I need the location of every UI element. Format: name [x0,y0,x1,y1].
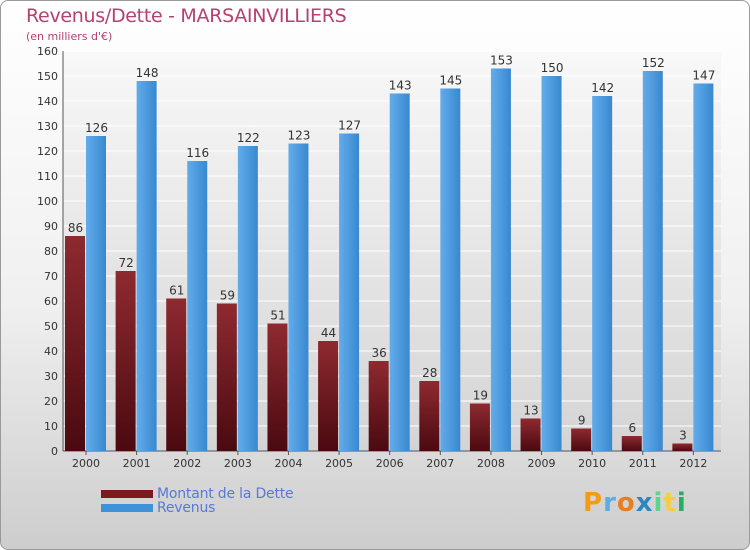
value-label-revenus: 127 [338,119,361,133]
value-label-revenus: 126 [85,121,108,135]
legend-item-revenus: Revenus [101,500,293,516]
x-tick-label: 2003 [224,457,252,470]
x-tick-label: 2010 [578,457,606,470]
x-tick-label: 2007 [426,457,454,470]
y-tick-label: 40 [44,345,58,358]
value-label-dette: 36 [372,346,387,360]
value-label-dette: 72 [118,256,133,270]
x-tick-label: 2005 [325,457,353,470]
chart-title: Revenus/Dette - MARSAINVILLIERS [26,5,347,27]
y-tick-label: 130 [37,120,58,133]
x-tick-label: 2001 [123,457,151,470]
bar-revenus [86,136,106,451]
x-tick-label: 2004 [274,457,302,470]
bar-dette [621,436,642,451]
y-tick-label: 50 [44,320,58,333]
y-tick-label: 150 [37,70,58,83]
value-label-dette: 59 [220,289,235,303]
y-tick-label: 100 [37,195,58,208]
bar-dette [672,443,693,451]
bar-revenus [541,76,562,451]
value-label-dette: 28 [422,366,437,380]
value-label-revenus: 153 [490,54,513,68]
bar-revenus [490,68,511,451]
y-tick-label: 90 [44,220,58,233]
chart-legend: Montant de la Dette Revenus [101,486,294,516]
value-label-dette: 6 [628,421,636,435]
bar-revenus [440,88,461,451]
legend-swatch-dette [101,490,153,498]
bar-dette [267,323,288,451]
y-tick-label: 20 [44,395,58,408]
value-label-revenus: 147 [692,69,715,83]
bar-revenus [389,93,410,451]
value-label-dette: 9 [578,414,586,428]
bar-revenus [187,161,208,451]
y-tick-label: 30 [44,370,58,383]
bar-dette [520,418,541,451]
x-tick-label: 2012 [679,457,707,470]
value-label-dette: 51 [270,309,285,323]
value-label-dette: 13 [523,404,538,418]
y-tick-label: 80 [44,245,58,258]
value-label-revenus: 148 [136,66,159,80]
bar-dette [65,236,85,451]
x-tick-label: 2002 [173,457,201,470]
legend-item-dette: Montant de la Dette [101,486,294,502]
bar-dette [115,271,136,451]
y-tick-label: 60 [44,295,58,308]
chart-subtitle: (en milliers d'€) [26,30,113,43]
y-tick-label: 70 [44,270,58,283]
bar-dette [469,403,490,451]
bar-revenus [592,96,613,451]
proxiti-logo: Proxiti [583,488,687,518]
value-label-revenus: 150 [541,61,564,75]
y-tick-label: 0 [51,445,58,458]
bar-revenus [136,81,157,451]
bar-dette [216,303,237,451]
y-tick-label: 10 [44,420,58,433]
bar-dette [368,361,389,451]
value-label-revenus: 122 [237,131,260,145]
bar-revenus [693,83,714,451]
legend-label-dette: Montant de la Dette [157,486,294,502]
x-tick-label: 2011 [629,457,657,470]
value-label-revenus: 145 [439,74,462,88]
value-label-revenus: 142 [591,81,614,95]
bar-revenus [237,146,258,451]
value-label-dette: 19 [473,389,488,403]
y-tick-label: 160 [37,45,58,58]
bar-dette [571,428,592,451]
bar-revenus [288,143,309,451]
x-tick-label: 2009 [528,457,556,470]
bar-dette [419,381,440,451]
x-tick-label: 2008 [477,457,505,470]
bar-revenus [339,133,360,451]
x-tick-label: 2000 [72,457,100,470]
value-label-dette: 3 [679,429,687,443]
bar-revenus [642,71,663,451]
value-label-dette: 44 [321,326,336,340]
y-tick-label: 140 [37,95,58,108]
y-tick-label: 110 [37,170,58,183]
value-label-dette: 61 [169,284,184,298]
value-label-revenus: 123 [288,129,311,143]
legend-label-revenus: Revenus [157,500,216,516]
value-label-revenus: 152 [642,56,665,70]
y-tick-label: 120 [37,145,58,158]
value-label-revenus: 143 [389,79,412,93]
x-tick-label: 2006 [376,457,404,470]
legend-swatch-revenus [101,504,153,512]
bar-dette [318,341,339,451]
bar-dette [166,298,187,451]
value-label-dette: 86 [68,221,83,235]
value-label-revenus: 116 [186,146,209,160]
